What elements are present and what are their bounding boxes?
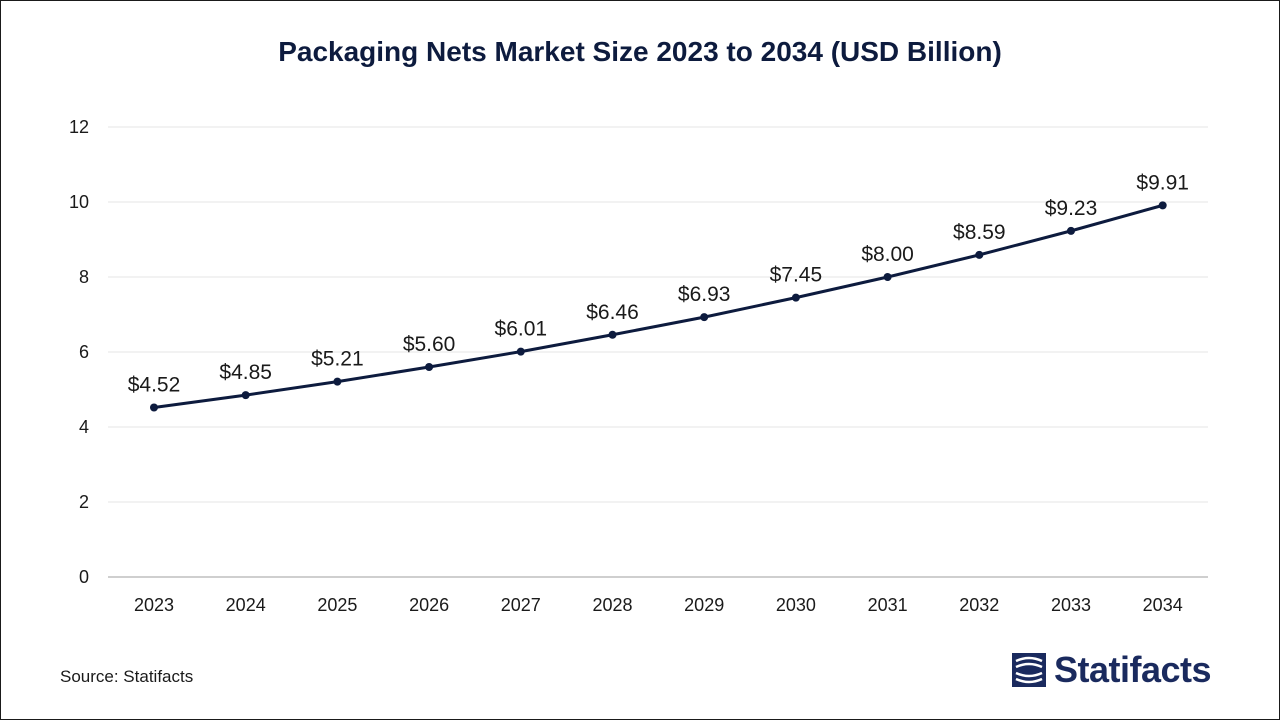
data-point xyxy=(883,273,892,281)
x-tick-label: 2023 xyxy=(134,595,174,615)
x-tick-label: 2029 xyxy=(684,595,724,615)
x-tick-label: 2027 xyxy=(501,595,541,615)
data-label: $6.93 xyxy=(678,283,731,306)
x-tick-label: 2030 xyxy=(776,595,816,615)
x-tick-label: 2024 xyxy=(226,595,266,615)
source-note: Source: Statifacts xyxy=(60,667,194,686)
data-point xyxy=(791,293,800,302)
data-label: $4.85 xyxy=(219,361,272,384)
x-tick-label: 2026 xyxy=(409,595,449,615)
data-point xyxy=(241,391,250,400)
data-point xyxy=(975,250,984,259)
series-line xyxy=(152,203,1165,409)
data-point xyxy=(1158,201,1167,210)
statifacts-logo-text: Statifacts xyxy=(1054,649,1212,690)
chart-title: Packaging Nets Market Size 2023 to 2034 … xyxy=(278,36,1002,67)
data-label: $9.91 xyxy=(1136,171,1189,194)
x-tick-label: 2034 xyxy=(1143,595,1183,615)
y-tick-label: 2 xyxy=(79,492,89,512)
y-tick-label: 8 xyxy=(79,267,89,287)
data-label: $5.60 xyxy=(403,333,456,356)
x-tick-label: 2028 xyxy=(592,595,632,615)
data-label: $6.01 xyxy=(495,318,548,341)
data-label: $8.59 xyxy=(953,221,1006,244)
data-label: $9.23 xyxy=(1045,197,1098,220)
data-label: $5.21 xyxy=(311,348,364,371)
data-label: $7.45 xyxy=(770,264,823,287)
y-tick-label: 0 xyxy=(79,567,89,587)
x-tick-label: 2033 xyxy=(1051,595,1091,615)
y-tick-label: 6 xyxy=(79,342,89,362)
data-point xyxy=(425,363,434,371)
y-tick-label: 12 xyxy=(69,117,89,137)
statifacts-logo: Statifacts xyxy=(1012,649,1212,690)
data-label: $6.46 xyxy=(586,301,639,324)
data-point xyxy=(150,403,158,412)
data-point xyxy=(700,313,709,322)
data-point xyxy=(608,330,617,339)
data-label: $4.52 xyxy=(128,374,181,397)
y-tick-label: 4 xyxy=(79,417,89,437)
data-point xyxy=(516,347,525,356)
x-tick-label: 2025 xyxy=(317,595,357,615)
data-label: $8.00 xyxy=(861,243,914,266)
x-tick-label: 2031 xyxy=(868,595,908,615)
data-point xyxy=(333,377,342,386)
data-point xyxy=(1067,226,1075,235)
y-tick-label: 10 xyxy=(69,192,89,212)
statifacts-logo-icon xyxy=(1012,653,1046,687)
x-tick-label: 2032 xyxy=(959,595,999,615)
